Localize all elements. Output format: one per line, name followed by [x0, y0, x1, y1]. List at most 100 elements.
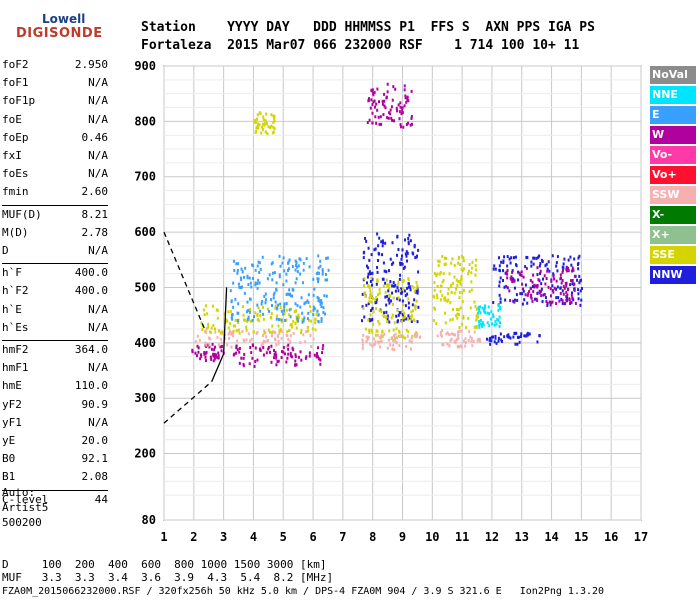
echo-point — [407, 278, 410, 282]
echo-point — [389, 257, 392, 261]
echo-point — [376, 329, 379, 333]
echo-point — [552, 290, 555, 294]
echo-point — [401, 280, 404, 284]
echo-point — [458, 329, 461, 333]
echo-point — [301, 281, 304, 285]
echo-point — [237, 282, 240, 286]
echo-point — [243, 318, 246, 322]
echo-point — [492, 315, 495, 319]
echo-point — [491, 313, 494, 317]
echo-point — [405, 100, 408, 104]
echo-point — [540, 282, 543, 286]
echo-point — [368, 284, 371, 288]
echo-point — [572, 283, 575, 287]
echo-point — [506, 276, 509, 280]
echo-point — [239, 286, 242, 290]
echo-point — [471, 260, 474, 264]
echo-point — [541, 259, 544, 263]
echo-point — [370, 328, 373, 332]
echo-point — [302, 333, 305, 337]
echo-point — [255, 129, 258, 133]
echo-point — [532, 273, 535, 277]
echo-point — [394, 332, 397, 336]
x-tick-label: 15 — [574, 530, 588, 544]
echo-point — [280, 336, 283, 340]
param-value: 364.0 — [74, 343, 108, 356]
echo-point — [532, 262, 535, 266]
echo-point — [287, 260, 290, 264]
echo-point — [537, 255, 540, 259]
echo-point — [537, 278, 540, 282]
echo-point — [262, 317, 265, 321]
echo-point — [217, 329, 220, 333]
echo-point — [228, 329, 231, 333]
echo-point — [475, 258, 478, 262]
echo-point — [241, 270, 244, 274]
echo-point — [274, 351, 277, 355]
echo-point — [442, 272, 445, 276]
x-tick-label: 1 — [160, 530, 167, 544]
echo-point — [407, 301, 410, 305]
echo-point — [526, 301, 529, 305]
echo-point — [325, 256, 328, 260]
echo-point — [481, 321, 484, 325]
echo-point — [260, 344, 263, 348]
echo-point — [384, 295, 387, 299]
echo-point — [256, 264, 259, 268]
echo-point — [435, 274, 438, 278]
echo-point — [317, 299, 320, 303]
echo-point — [539, 269, 542, 273]
echo-point — [406, 95, 409, 99]
echo-point — [498, 324, 501, 328]
echo-point — [565, 265, 568, 269]
echo-point — [294, 359, 297, 363]
echo-point — [580, 287, 583, 291]
param-row: D N/A — [2, 244, 108, 262]
echo-point — [388, 329, 391, 333]
param-value: 400.0 — [74, 266, 108, 280]
logo-line2: DIGISONDE — [16, 26, 103, 41]
echo-point — [561, 299, 564, 303]
echo-point — [475, 307, 478, 311]
echo-point — [448, 272, 451, 276]
echo-point — [480, 322, 483, 326]
legend-item: Vo+ — [650, 166, 696, 184]
echo-point — [320, 301, 323, 305]
echo-point — [551, 254, 554, 258]
echo-point — [380, 240, 383, 244]
echo-point — [319, 302, 322, 306]
echo-point — [219, 345, 222, 349]
param-row: h`Es N/A — [2, 321, 108, 339]
echo-point — [292, 320, 295, 324]
echo-point — [517, 278, 520, 282]
param-value: 92.1 — [81, 452, 109, 466]
echo-point — [365, 340, 368, 344]
echo-point — [237, 321, 240, 325]
echo-point — [397, 334, 400, 338]
echo-point — [365, 303, 368, 307]
echo-point — [307, 311, 310, 315]
echo-point — [405, 317, 408, 321]
param-separator — [2, 204, 108, 206]
echo-point — [439, 330, 442, 334]
y-tick-label: 200 — [134, 447, 156, 461]
echo-point — [320, 298, 323, 302]
echo-point — [478, 323, 481, 327]
echo-point — [207, 325, 210, 329]
echo-point — [530, 260, 533, 264]
param-value: N/A — [88, 149, 108, 162]
echo-point — [571, 279, 574, 283]
echo-point — [565, 296, 568, 300]
echo-point — [392, 328, 395, 332]
echo-point — [490, 322, 493, 326]
echo-point — [438, 272, 441, 276]
echo-point — [322, 344, 325, 348]
y-tick-label: 800 — [134, 114, 156, 128]
echo-point — [464, 344, 467, 348]
echo-point — [516, 298, 519, 302]
echo-point — [570, 291, 573, 295]
y-tick-label: 700 — [134, 170, 156, 184]
echo-point — [261, 128, 264, 132]
echo-point — [524, 283, 527, 287]
echo-point — [361, 305, 364, 309]
